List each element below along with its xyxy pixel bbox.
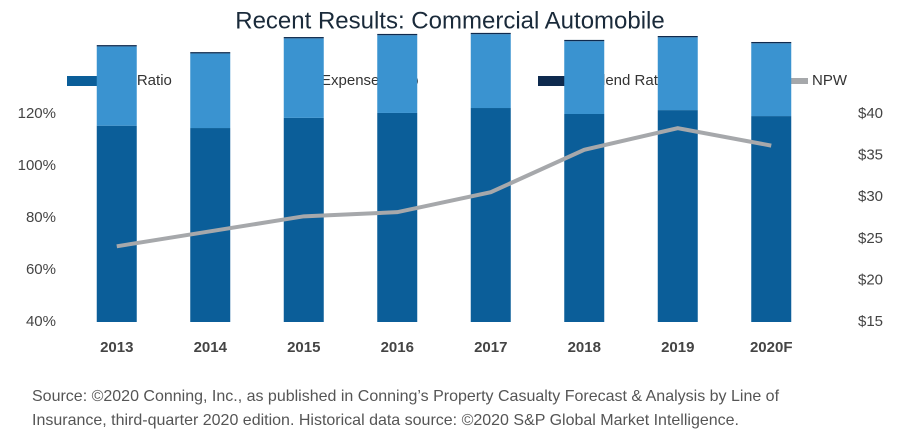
x-tick-label: 2019 — [661, 339, 694, 356]
y2-tick-label: $20 — [858, 271, 883, 288]
bar-segment — [190, 53, 231, 129]
bar-segment — [470, 32, 511, 35]
bar-segment — [377, 112, 418, 323]
bar-segment — [377, 33, 418, 36]
bar-segment — [190, 52, 231, 54]
x-tick-label: 2013 — [100, 339, 133, 356]
bar-segment — [657, 36, 698, 38]
bar-segment — [751, 116, 792, 322]
legend-swatch — [67, 76, 97, 86]
bar-segment — [96, 46, 137, 126]
bar-segment — [190, 128, 231, 322]
x-tick-label: 2020F — [750, 339, 793, 356]
y2-tick-label: $30 — [858, 188, 883, 205]
bar-segment — [564, 39, 605, 42]
y2-tick-label: $40 — [858, 105, 883, 122]
source-line: Insurance, third-quarter 2020 edition. H… — [32, 412, 739, 429]
bar-segment — [470, 34, 511, 109]
x-tick-label: 2016 — [381, 339, 414, 356]
legend-label: NPW — [812, 72, 848, 89]
y2-tick-label: $15 — [858, 313, 883, 330]
source-line: Source: ©2020 Conning, Inc., as publishe… — [32, 388, 780, 405]
y-tick-label: 80% — [26, 209, 56, 226]
y-tick-label: 120% — [18, 105, 56, 122]
bar-segment — [96, 125, 137, 322]
y-tick-label: 100% — [18, 157, 56, 174]
chart-title: Recent Results: Commercial Automobile — [235, 7, 665, 34]
bar-segment — [657, 37, 698, 111]
y2-tick-label: $25 — [858, 230, 883, 247]
bar-segment — [470, 108, 511, 323]
y2-tick-label: $35 — [858, 147, 883, 164]
bar-segment — [377, 35, 418, 113]
npw-line — [116, 126, 772, 249]
x-tick-label: 2017 — [474, 339, 507, 356]
bar-segment — [564, 41, 605, 115]
x-tick-label: 2015 — [287, 339, 320, 356]
y-tick-label: 40% — [26, 313, 56, 330]
x-tick-label: 2014 — [194, 339, 228, 356]
legend-swatch — [538, 76, 568, 86]
bar-segment — [283, 37, 324, 39]
bar-segment — [96, 45, 137, 47]
x-tick-label: 2018 — [568, 339, 601, 356]
legend-swatch — [778, 78, 808, 84]
bar-segment — [657, 110, 698, 322]
bar-segment — [283, 38, 324, 118]
bar-segment — [751, 41, 792, 44]
bar-segment — [751, 43, 792, 117]
y-tick-label: 60% — [26, 261, 56, 278]
